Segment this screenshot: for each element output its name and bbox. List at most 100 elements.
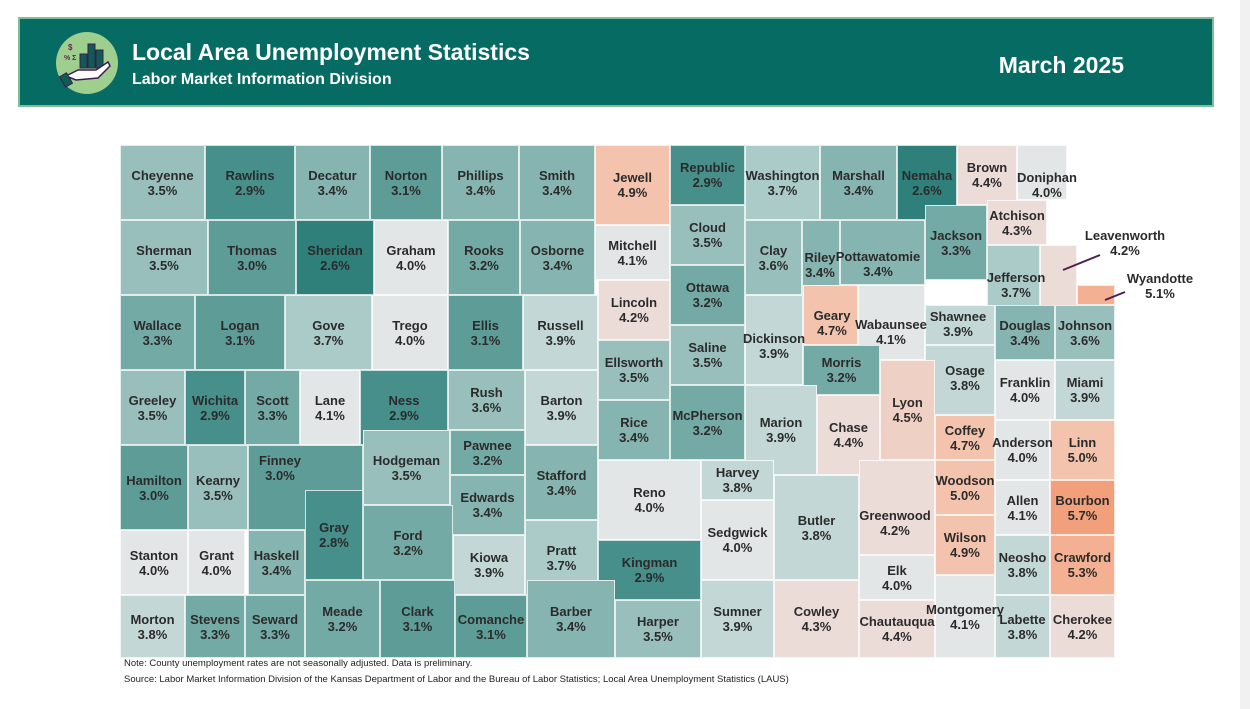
county-jackson[interactable] — [925, 205, 987, 280]
county-stevens[interactable] — [185, 595, 245, 658]
county-saline[interactable] — [670, 325, 745, 385]
county-greeley[interactable] — [120, 370, 185, 445]
county-allen[interactable] — [995, 480, 1050, 535]
county-wichita[interactable] — [185, 370, 245, 445]
county-douglas[interactable] — [995, 305, 1055, 360]
county-hodgeman[interactable] — [363, 430, 450, 505]
county-coffey[interactable] — [935, 415, 995, 460]
county-harper[interactable] — [615, 600, 701, 658]
county-smith[interactable] — [519, 145, 595, 220]
county-hamilton[interactable] — [120, 445, 188, 530]
county-reno[interactable] — [598, 460, 701, 540]
county-montgomery[interactable] — [935, 575, 995, 658]
county-crawford[interactable] — [1050, 535, 1115, 595]
county-graham[interactable] — [374, 220, 448, 295]
county-anderson[interactable] — [995, 420, 1050, 480]
county-sherman[interactable] — [120, 220, 208, 295]
county-trego[interactable] — [372, 295, 448, 370]
county-chautauqua[interactable] — [859, 600, 935, 658]
county-seward[interactable] — [245, 595, 305, 658]
county-labette[interactable] — [995, 595, 1050, 658]
county-marshall[interactable] — [820, 145, 897, 220]
county-elk[interactable] — [859, 555, 935, 600]
county-cheyenne[interactable] — [120, 145, 205, 220]
county-harvey[interactable] — [701, 460, 774, 500]
county-shawnee[interactable] — [925, 305, 995, 345]
county-logan[interactable] — [195, 295, 285, 370]
county-rice[interactable] — [598, 400, 670, 460]
county-cowley[interactable] — [774, 580, 859, 658]
county-sheridan[interactable] — [296, 220, 374, 295]
county-linn[interactable] — [1050, 420, 1115, 480]
county-gray[interactable] — [305, 490, 363, 580]
county-wilson[interactable] — [935, 515, 995, 575]
county-clay[interactable] — [745, 220, 802, 295]
page-title: Local Area Unemployment Statistics — [132, 39, 530, 65]
county-meade[interactable] — [305, 580, 380, 658]
county-lincoln[interactable] — [598, 280, 670, 340]
county-ellis[interactable] — [448, 295, 523, 370]
county-clark[interactable] — [380, 580, 455, 658]
county-geary[interactable] — [803, 285, 858, 345]
county-osborne[interactable] — [520, 220, 595, 295]
county-johnson[interactable] — [1055, 305, 1115, 360]
county-stafford[interactable] — [525, 445, 598, 520]
county-phillips[interactable] — [442, 145, 519, 220]
source-note: Source: Labor Market Information Divisio… — [124, 674, 789, 685]
county-jewell[interactable] — [595, 145, 670, 225]
header-banner: $ % Σ Local Area Unemployment Statistics… — [18, 17, 1214, 107]
county-haskell[interactable] — [248, 530, 305, 595]
county-barton[interactable] — [525, 370, 598, 445]
county-lyon[interactable] — [880, 360, 935, 460]
county-rooks[interactable] — [448, 220, 520, 295]
county-pottawatomie[interactable] — [840, 220, 925, 285]
scrollbar[interactable] — [1240, 0, 1250, 709]
county-morton[interactable] — [120, 595, 185, 658]
county-bourbon[interactable] — [1050, 480, 1115, 535]
county-brown[interactable] — [957, 145, 1017, 205]
county-lane[interactable] — [300, 370, 360, 445]
county-neosho[interactable] — [995, 535, 1050, 595]
county-kingman[interactable] — [598, 540, 701, 600]
county-ottawa[interactable] — [670, 265, 745, 325]
svg-text:$: $ — [68, 43, 73, 52]
county-comanche[interactable] — [455, 595, 527, 658]
county-sumner[interactable] — [701, 580, 774, 658]
county-sedgwick[interactable] — [701, 500, 774, 580]
county-stanton[interactable] — [120, 530, 188, 595]
county-thomas[interactable] — [208, 220, 296, 295]
county-jefferson[interactable] — [987, 245, 1040, 310]
county-cherokee[interactable] — [1050, 595, 1115, 658]
county-atchison[interactable] — [987, 200, 1047, 245]
county-butler[interactable] — [774, 475, 859, 580]
county-franklin[interactable] — [995, 360, 1055, 420]
county-dickinson[interactable] — [745, 295, 803, 385]
county-pawnee[interactable] — [450, 430, 525, 475]
county-washington[interactable] — [745, 145, 820, 220]
county-ford[interactable] — [363, 505, 453, 580]
county-doniphan[interactable] — [1017, 145, 1067, 200]
county-grant[interactable] — [188, 530, 245, 595]
county-republic[interactable] — [670, 145, 745, 205]
county-woodson[interactable] — [935, 460, 995, 515]
county-cloud[interactable] — [670, 205, 745, 265]
county-mitchell[interactable] — [595, 225, 670, 280]
county-gove[interactable] — [285, 295, 372, 370]
county-rawlins[interactable] — [205, 145, 295, 220]
county-mcpherson[interactable] — [670, 385, 745, 460]
county-kearny[interactable] — [188, 445, 248, 530]
county-barber[interactable] — [527, 580, 615, 658]
county-decatur[interactable] — [295, 145, 370, 220]
county-russell[interactable] — [523, 295, 598, 370]
county-greenwood[interactable] — [859, 460, 935, 555]
county-scott[interactable] — [245, 370, 300, 445]
county-kiowa[interactable] — [453, 535, 525, 595]
county-norton[interactable] — [370, 145, 442, 220]
footnote: Note: County unemployment rates are not … — [124, 658, 473, 669]
county-rush[interactable] — [448, 370, 525, 430]
county-ellsworth[interactable] — [598, 340, 670, 400]
county-wallace[interactable] — [120, 295, 195, 370]
county-miami[interactable] — [1055, 360, 1115, 420]
county-osage[interactable] — [925, 345, 995, 415]
